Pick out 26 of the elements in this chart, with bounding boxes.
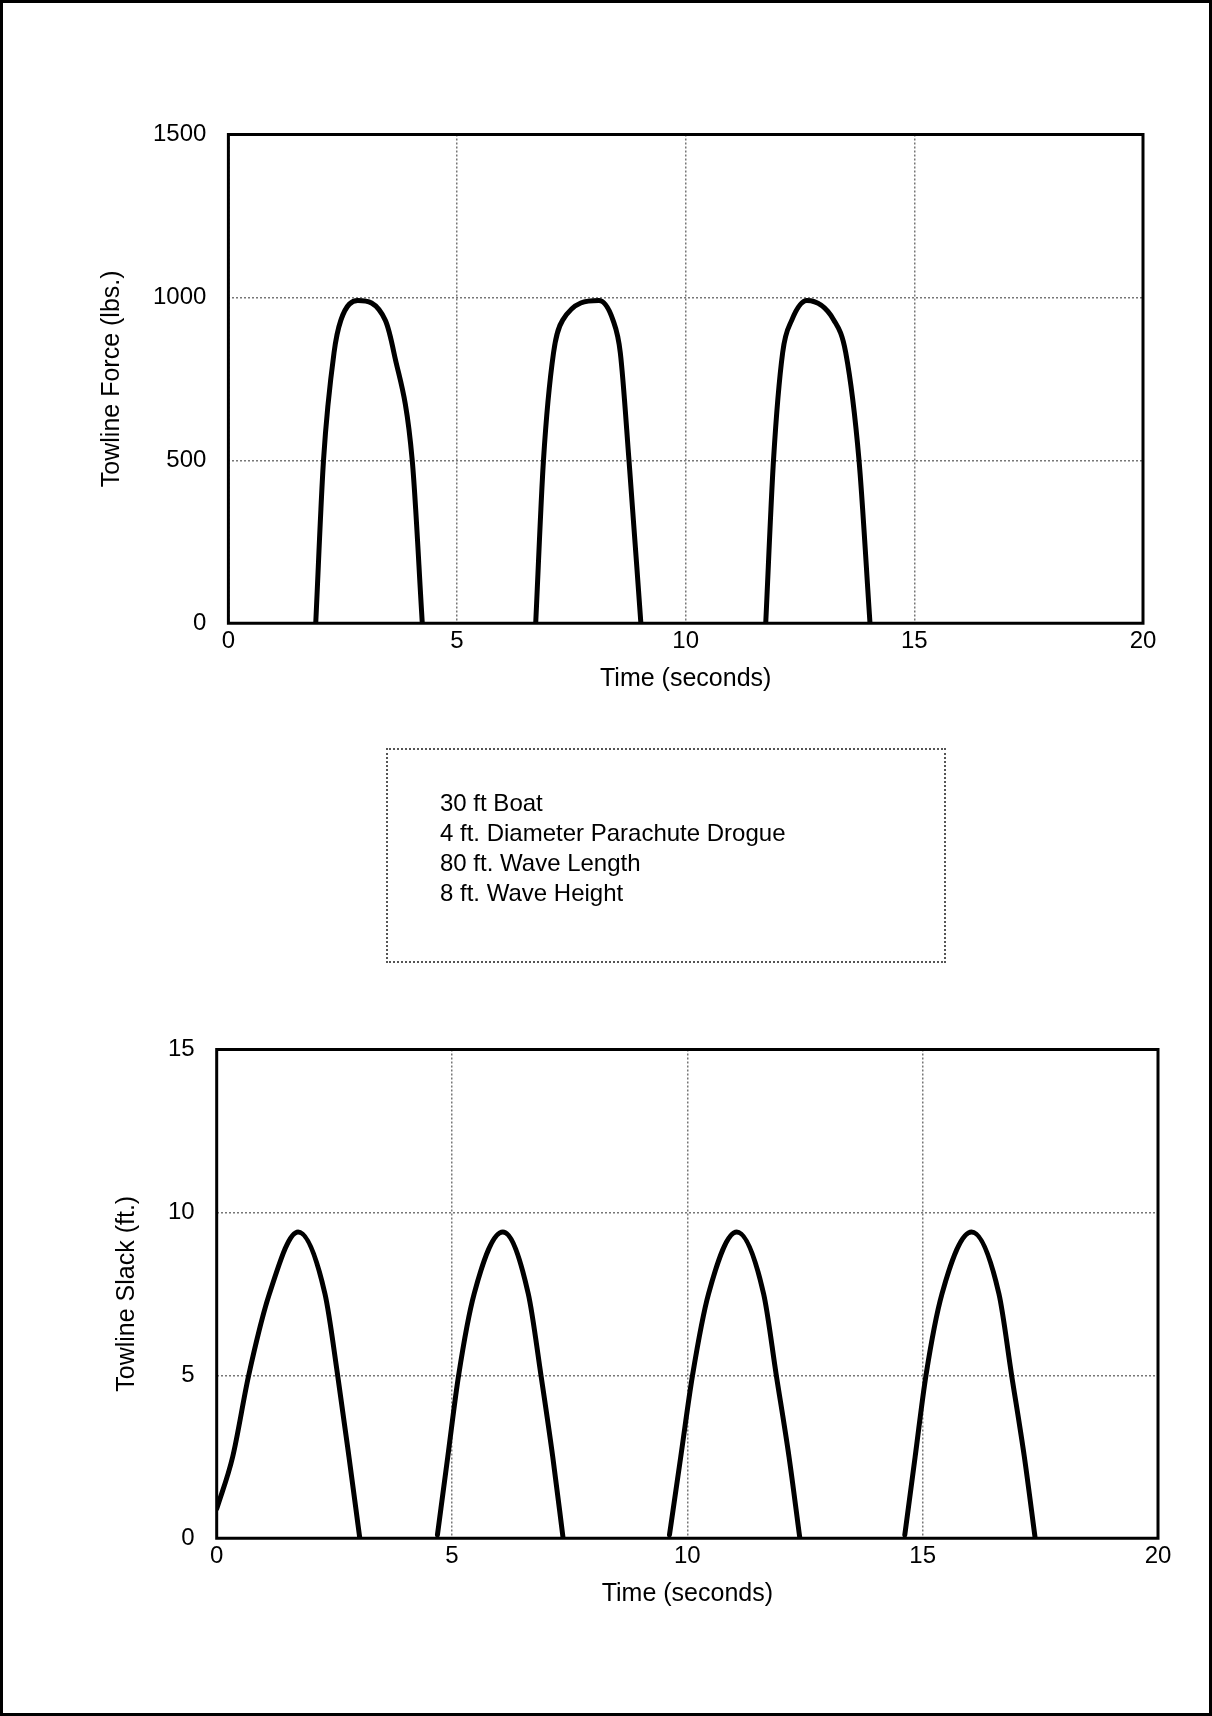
y-tick-label: 10	[167, 1196, 195, 1224]
x-tick-label: 10	[674, 1541, 701, 1569]
text: 80 ft. Wave Length	[440, 848, 642, 878]
x-tick-label: 15	[901, 626, 928, 654]
text: 8 ft. Wave Height	[440, 878, 625, 908]
y-tick-label: 0	[193, 607, 207, 635]
x-tick-label: 5	[450, 626, 464, 654]
x-axis-title: Time (seconds)	[600, 662, 772, 691]
x-tick-label: 20	[1129, 626, 1157, 654]
y-tick-label: 5	[181, 1359, 195, 1387]
x-tick-label: 0	[221, 626, 236, 654]
text: 30 ft Boat	[440, 788, 544, 818]
y-tick-label: 0	[181, 1522, 195, 1550]
y-tick-label: 1500	[153, 119, 207, 147]
y-axis-title: Towline Slack (ft.)	[110, 1195, 139, 1392]
y-tick-label: 1000	[153, 281, 207, 309]
x-tick-label: 20	[1144, 1541, 1172, 1569]
x-tick-label: 0	[210, 1541, 224, 1569]
y-axis-title: Towline Force (lbs.)	[95, 270, 124, 488]
x-tick-label: 10	[672, 626, 700, 654]
text: 4 ft. Diameter Parachute Drogue	[440, 818, 787, 848]
x-tick-label: 15	[909, 1541, 937, 1569]
x-axis-title: Time (seconds)	[601, 1577, 774, 1606]
x-tick-label: 5	[445, 1541, 459, 1569]
y-tick-label: 15	[167, 1034, 195, 1062]
y-tick-label: 500	[166, 444, 207, 472]
